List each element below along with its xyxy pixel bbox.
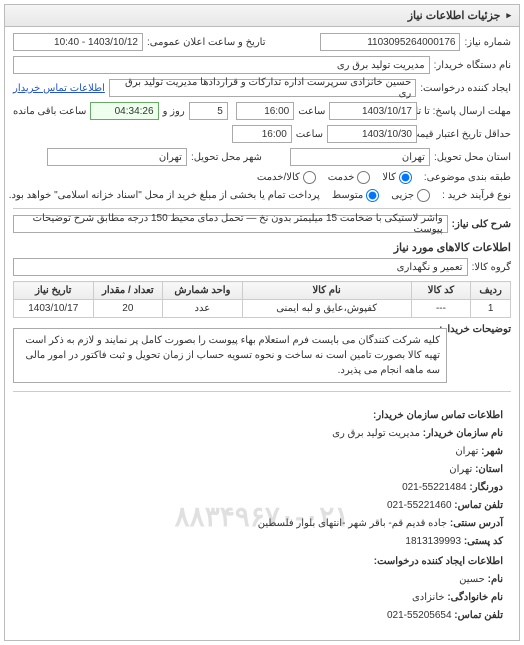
pubdate-field: 1403/10/12 - 10:40 bbox=[13, 33, 143, 51]
col-header: تعداد / مقدار bbox=[93, 282, 163, 300]
valid-date-field: 1403/10/30 bbox=[327, 125, 417, 143]
days-label: روز و bbox=[163, 106, 185, 117]
valid-time-field: 16:00 bbox=[232, 125, 292, 143]
org-line: تلفن تماس: 55221460-021 bbox=[21, 498, 503, 514]
proc-note: پرداخت تمام یا بخشی از مبلغ خرید از محل … bbox=[9, 190, 320, 201]
col-header: واحد شمارش bbox=[163, 282, 243, 300]
budget-goods-label: کالا bbox=[382, 172, 396, 183]
col-header: ردیف bbox=[471, 282, 511, 300]
table-row: 1---کفپوش،عایق و لبه ایمنیعدد201403/10/1… bbox=[14, 300, 511, 318]
org-line: دورنگار: 55221484-021 bbox=[21, 480, 503, 496]
proc-medium-label: متوسط bbox=[332, 190, 363, 201]
table-cell: 1 bbox=[471, 300, 511, 318]
budget-goods-service[interactable]: کالا/خدمت bbox=[257, 171, 316, 184]
budget-gs-label: کالا/خدمت bbox=[257, 172, 300, 183]
group-label: گروه کالا: bbox=[472, 262, 511, 273]
pubdate-label: تاریخ و ساعت اعلان عمومی: bbox=[147, 37, 266, 48]
col-header: کد کالا bbox=[411, 282, 471, 300]
buyer-notes-label: توضیحات خریدار: bbox=[451, 324, 511, 335]
reply-time-field: 16:00 bbox=[236, 102, 294, 120]
buyer-field: مدیریت تولید برق ری bbox=[13, 56, 430, 74]
org-line: شهر: تهران bbox=[21, 444, 503, 460]
remaining-time: 04:34:26 bbox=[90, 102, 158, 120]
budget-service-label: خدمت bbox=[328, 172, 355, 183]
items-section-title: اطلاعات کالاهای مورد نیاز bbox=[13, 241, 511, 254]
col-header: نام کالا bbox=[242, 282, 411, 300]
buyer-notes-field: کلیه شرکت کنندگان می بایست فرم استعلام ب… bbox=[13, 328, 447, 383]
table-cell: --- bbox=[411, 300, 471, 318]
group-field: تعمیر و نگهداری bbox=[13, 258, 468, 276]
contact-link[interactable]: اطلاعات تماس خریدار bbox=[13, 83, 105, 94]
reply-time-label: ساعت bbox=[298, 106, 325, 117]
valid-time-label: ساعت bbox=[296, 129, 323, 140]
city-field: تهران bbox=[47, 148, 187, 166]
table-cell: عدد bbox=[163, 300, 243, 318]
reqno-field: 1103095264000176 bbox=[320, 33, 460, 51]
org-line: نام سازمان خریدار: مدیریت تولید برق ری bbox=[21, 426, 503, 442]
requester-field: حسین خانزادی سرپرست اداره تدارکات و قرار… bbox=[109, 79, 416, 97]
reply-date-field: 1403/10/17 bbox=[329, 102, 417, 120]
reply-until-label: مهلت ارسال پاسخ: تا تاریخ: bbox=[421, 106, 511, 117]
panel-title: جزئیات اطلاعات نیاز bbox=[5, 5, 519, 27]
proc-small[interactable]: جزیی bbox=[391, 189, 430, 202]
budget-label: طبقه بندی موضوعی: bbox=[424, 172, 511, 183]
table-cell: 1403/10/17 bbox=[14, 300, 94, 318]
subject-field: واشر لاستیکی با ضخامت 15 میلیمتر بدون نخ… bbox=[13, 215, 448, 233]
subject-label: شرح کلی نیاز: bbox=[452, 219, 511, 230]
budget-goods[interactable]: کالا bbox=[382, 171, 412, 184]
org-line: آدرس سنتی: جاده قدیم قم- باقر شهر -انتها… bbox=[21, 516, 503, 532]
remaining-days: 5 bbox=[189, 102, 228, 120]
creator-line: نام: حسین bbox=[21, 572, 503, 588]
org-contact-block: ۸۸۳۴۹۶۷۰-۰۲۱ اطلاعات تماس سازمان خریدار:… bbox=[13, 400, 511, 634]
requester-label: ایجاد کننده درخواست: bbox=[420, 83, 511, 94]
province-label: استان محل تحویل: bbox=[434, 152, 511, 163]
province-field: تهران bbox=[290, 148, 430, 166]
table-cell: کفپوش،عایق و لبه ایمنی bbox=[242, 300, 411, 318]
creator-line: تلفن تماس: 55205654-021 bbox=[21, 608, 503, 624]
proc-medium[interactable]: متوسط bbox=[332, 189, 379, 202]
remaining-label: ساعت باقی مانده bbox=[13, 106, 86, 117]
org-line: کد پستی: 1813139993 bbox=[21, 534, 503, 550]
items-table: ردیفکد کالانام کالاواحد شمارشتعداد / مقد… bbox=[13, 281, 511, 318]
proc-label: نوع فرآیند خرید : bbox=[442, 190, 511, 201]
reqno-label: شماره نیاز: bbox=[464, 37, 511, 48]
budget-service[interactable]: خدمت bbox=[328, 171, 371, 184]
proc-small-label: جزیی bbox=[391, 190, 414, 201]
col-header: تاریخ نیاز bbox=[14, 282, 94, 300]
creator-line: نام خانوادگی: خانزادی bbox=[21, 590, 503, 606]
buyer-label: نام دستگاه خریدار: bbox=[434, 60, 511, 71]
details-panel: جزئیات اطلاعات نیاز شماره نیاز: 11030952… bbox=[4, 4, 520, 641]
valid-until-label: حداقل تاریخ اعتبار قیمت: تا تاریخ: bbox=[421, 129, 511, 140]
org-contact-title: اطلاعات تماس سازمان خریدار: bbox=[21, 408, 503, 424]
table-cell: 20 bbox=[93, 300, 163, 318]
city-label: شهر محل تحویل: bbox=[191, 152, 262, 163]
creator-title: اطلاعات ایجاد کننده درخواست: bbox=[21, 554, 503, 570]
org-line: استان: تهران bbox=[21, 462, 503, 478]
